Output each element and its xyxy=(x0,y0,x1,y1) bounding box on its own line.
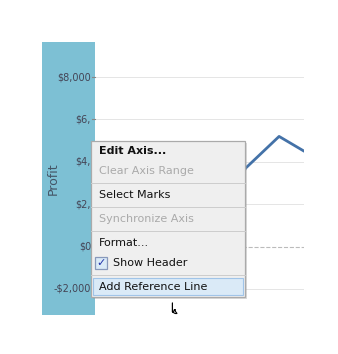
Text: ✓: ✓ xyxy=(96,258,106,268)
Text: Add Reference Line: Add Reference Line xyxy=(99,281,207,292)
Bar xyxy=(42,42,95,315)
Text: Profit: Profit xyxy=(47,162,59,195)
Bar xyxy=(93,278,243,295)
Text: Show Header: Show Header xyxy=(113,258,187,268)
Text: $6,: $6, xyxy=(76,114,91,125)
Text: Edit Axis...: Edit Axis... xyxy=(99,146,166,156)
Text: $2,: $2, xyxy=(76,199,91,209)
Text: $4,: $4, xyxy=(76,157,91,167)
Bar xyxy=(95,257,107,269)
Bar xyxy=(93,143,247,299)
Bar xyxy=(91,141,244,297)
Text: $0: $0 xyxy=(79,241,91,252)
Text: Format...: Format... xyxy=(99,238,149,248)
Text: $8,000: $8,000 xyxy=(57,72,91,82)
Text: Clear Axis Range: Clear Axis Range xyxy=(99,166,194,176)
Bar xyxy=(95,42,304,315)
Text: Select Marks: Select Marks xyxy=(99,190,170,200)
Polygon shape xyxy=(172,303,177,314)
Text: -$2,000: -$2,000 xyxy=(54,284,91,294)
Text: Synchronize Axis: Synchronize Axis xyxy=(99,214,194,224)
